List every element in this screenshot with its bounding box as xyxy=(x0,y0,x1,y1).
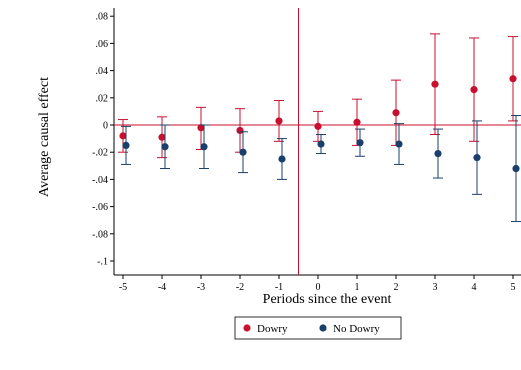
x-tick-label: -4 xyxy=(158,282,166,293)
legend-marker xyxy=(319,324,327,332)
x-axis: -5-4-3-2-10123456 xyxy=(119,275,516,293)
data-point xyxy=(431,80,439,88)
legend-box xyxy=(234,316,402,340)
x-tick-label: 1 xyxy=(355,282,360,293)
x-tick-label: 0 xyxy=(316,282,321,293)
data-point xyxy=(197,124,205,132)
y-tick-label: -.06 xyxy=(92,202,108,213)
x-tick-label: -2 xyxy=(236,282,244,293)
legend-label: Dowry xyxy=(257,323,288,335)
legend: Dowry No Dowry xyxy=(234,316,402,340)
y-tick-label: 0 xyxy=(103,121,108,132)
data-point xyxy=(434,149,442,158)
y-tick-label: .08 xyxy=(96,12,109,23)
series-no-dowry xyxy=(121,114,521,223)
y-axis: .1.08.06.04.020-.02-.04-.06-.08-.1 xyxy=(92,12,114,268)
x-tick-label: -3 xyxy=(197,282,205,293)
x-tick-label: 3 xyxy=(433,282,438,293)
data-point xyxy=(314,122,322,130)
x-axis-title: Periods since the event xyxy=(263,292,392,307)
data-point xyxy=(239,148,247,156)
data-point xyxy=(119,132,127,140)
data-point xyxy=(161,143,169,151)
data-point xyxy=(473,154,481,162)
x-tick-label: -5 xyxy=(119,282,127,293)
data-point xyxy=(356,139,364,147)
x-tick-label: 2 xyxy=(394,282,399,293)
y-axis-title: Average causal effect xyxy=(37,77,52,197)
y-tick-label: .04 xyxy=(96,66,109,77)
y-tick-label: .06 xyxy=(96,39,109,50)
y-tick-label: -.08 xyxy=(92,229,108,240)
data-point xyxy=(200,143,208,151)
data-point xyxy=(512,164,520,173)
series-layer xyxy=(118,33,521,223)
data-point xyxy=(122,141,130,149)
data-point xyxy=(353,118,361,126)
series-dowry xyxy=(118,33,518,159)
y-tick-label: .02 xyxy=(96,93,109,104)
data-point xyxy=(509,75,517,83)
data-point xyxy=(158,133,166,141)
legend-marker xyxy=(243,324,251,332)
x-tick-label: -1 xyxy=(275,282,283,293)
y-tick-label: -.04 xyxy=(92,175,108,186)
data-point xyxy=(278,155,286,163)
data-point xyxy=(470,86,478,94)
data-point xyxy=(275,117,283,125)
y-tick-label: -.02 xyxy=(92,148,108,159)
data-point xyxy=(392,109,400,117)
data-point xyxy=(395,140,403,148)
x-tick-label: 5 xyxy=(511,282,516,293)
data-point xyxy=(317,140,325,148)
x-tick-label: 4 xyxy=(472,282,477,293)
legend-label: No Dowry xyxy=(333,323,380,335)
y-tick-label: -.1 xyxy=(97,257,108,268)
